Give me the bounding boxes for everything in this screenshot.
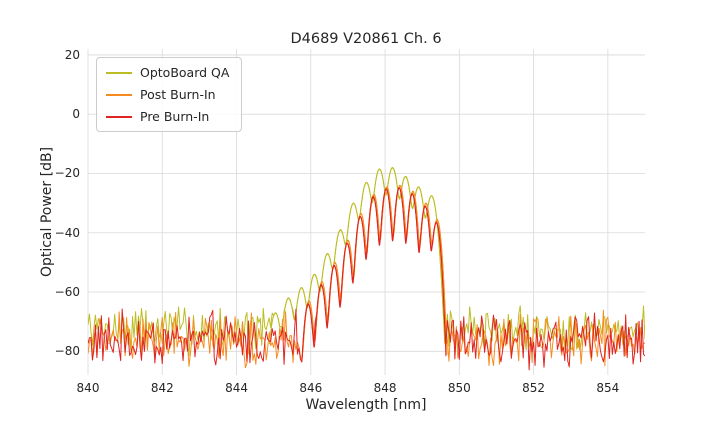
x-tick-label: 850 (447, 381, 471, 395)
x-axis-label: Wavelength [nm] (305, 397, 427, 413)
y-tick-label: −20 (54, 166, 80, 181)
x-tick-label: 848 (373, 381, 397, 395)
y-tick-label: −40 (54, 225, 80, 240)
chart-title: D4689 V20861 Ch. 6 (290, 31, 442, 47)
y-tick-label: 0 (72, 107, 80, 122)
legend-line-swatch (106, 93, 132, 96)
legend-label: Post Burn-In (140, 87, 216, 102)
legend-label: OptoBoard QA (140, 65, 230, 80)
legend-item-optoboard-qa: OptoBoard QA (106, 65, 229, 80)
legend: OptoBoard QA Post Burn-In Pre Burn-In (96, 57, 243, 132)
legend-label: Pre Burn-In (140, 109, 210, 124)
y-axis-label: Optical Power [dB] (39, 146, 55, 278)
y-tick-label: −60 (54, 285, 80, 300)
x-tick-label: 852 (522, 381, 546, 395)
y-tick-label: 20 (64, 47, 80, 62)
x-tick-label: 842 (150, 381, 174, 395)
legend-line-swatch (106, 115, 132, 118)
x-tick-label: 844 (225, 381, 248, 395)
legend-item-post-burn-in: Post Burn-In (106, 87, 229, 102)
x-tick-label: 854 (596, 381, 620, 395)
legend-line-swatch (106, 71, 132, 74)
y-tick-label: −80 (54, 344, 80, 359)
x-tick-label: 840 (76, 381, 100, 395)
legend-item-pre-burn-in: Pre Burn-In (106, 109, 229, 124)
x-tick-label: 846 (299, 381, 323, 395)
